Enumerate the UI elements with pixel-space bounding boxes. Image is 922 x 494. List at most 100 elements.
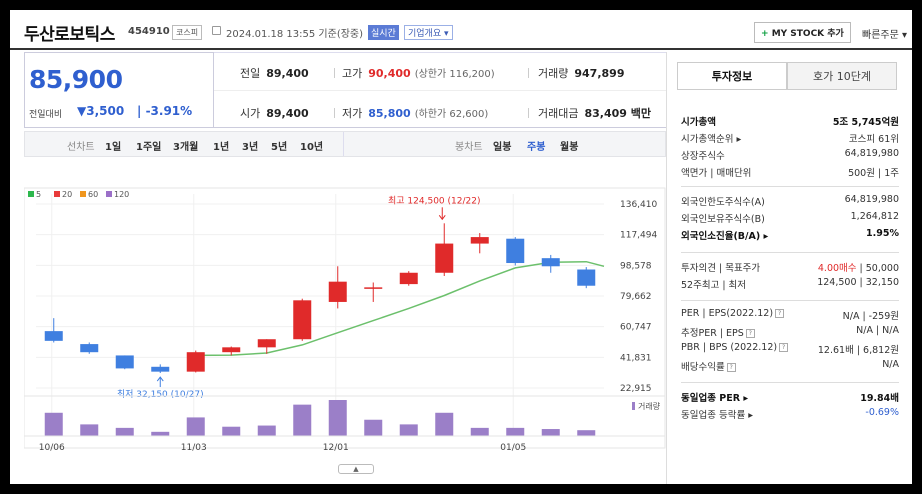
period-1d[interactable]: 1일 bbox=[105, 142, 122, 153]
candle-body bbox=[151, 366, 170, 372]
period-3m[interactable]: 3개월 bbox=[173, 142, 199, 153]
candle-body bbox=[257, 339, 276, 348]
realtime-button[interactable]: 실시간 bbox=[368, 25, 399, 40]
info-row: 배당수익률? N/A bbox=[681, 359, 899, 375]
volume-bar bbox=[328, 400, 347, 436]
volume-bar bbox=[222, 426, 241, 436]
info-row: PBR | BPS (2022.12)? 12.61배 | 6,812원 bbox=[681, 342, 899, 358]
y-tick-label: 60,747 bbox=[620, 323, 652, 333]
candle-body bbox=[115, 355, 134, 369]
x-tick-label: 01/05 bbox=[500, 443, 526, 453]
y-tick-label: 98,578 bbox=[620, 261, 652, 271]
info-row-label[interactable]: 동일업종 PER ▸ bbox=[681, 393, 749, 404]
info-row-label: 투자의견 | 목표주가 bbox=[681, 263, 761, 274]
candle-body bbox=[328, 281, 347, 302]
candle-body bbox=[44, 331, 63, 341]
info-row-value: 1.95% bbox=[866, 228, 899, 239]
info-row: 동일업종 등락률 ▸ -0.69% bbox=[681, 407, 899, 423]
candle-weekly[interactable]: 주봉 bbox=[527, 142, 546, 153]
info-row-value: 64,819,980 bbox=[844, 194, 899, 205]
price-stats: 전일 89,400 고가 90,400 (상한가 116,200) 거래량 947,89… bbox=[214, 52, 666, 128]
candle-body bbox=[293, 300, 312, 340]
quick-order-button[interactable]: 빠른주문 ▾ bbox=[862, 30, 907, 41]
info-row-value: 19.84배 bbox=[860, 393, 899, 404]
help-icon[interactable]: ? bbox=[779, 343, 789, 352]
quote-datetime: 2024.01.18 13:55 기준(장중) bbox=[226, 29, 364, 40]
stock-header: 두산로보틱스 454910 코스피 2024.01.18 13:55 기준(장중… bbox=[10, 10, 912, 50]
y-tick-label: 41,831 bbox=[620, 353, 652, 363]
info-row: PER | EPS(2022.12)? N/A | -259원 bbox=[681, 308, 899, 324]
volume-bar bbox=[399, 424, 418, 436]
period-10y[interactable]: 10년 bbox=[300, 142, 324, 153]
candle-body bbox=[541, 258, 560, 267]
info-row-label: 액면가 | 매매단위 bbox=[681, 168, 752, 179]
legend-label: 5 bbox=[36, 190, 41, 199]
info-row-label: PBR | BPS (2022.12)? bbox=[681, 342, 789, 353]
stock-name[interactable]: 두산로보틱스 bbox=[24, 25, 115, 45]
market-badge: 코스피 bbox=[172, 25, 203, 40]
info-row-label: PER | EPS(2022.12)? bbox=[681, 308, 785, 319]
tab-orderbook[interactable]: 호가 10단계 bbox=[787, 62, 897, 90]
legend-swatch bbox=[106, 191, 112, 197]
info-row-value: 코스피 61위 bbox=[848, 134, 899, 145]
candle-body bbox=[186, 352, 205, 372]
info-row-value: -0.69% bbox=[865, 407, 899, 418]
candle-daily[interactable]: 일봉 bbox=[493, 142, 512, 153]
volume-bar bbox=[44, 412, 63, 436]
invest-opinion: 4.00매수 bbox=[817, 263, 857, 274]
info-row-label[interactable]: 외국인소진율(B/A) ▸ bbox=[681, 231, 769, 242]
low-annotation: 최저 32,150 (10/27) bbox=[117, 389, 204, 400]
panel-divider bbox=[681, 186, 899, 187]
info-row: 외국인소진율(B/A) ▸ 1.95% bbox=[681, 228, 899, 244]
help-icon[interactable]: ? bbox=[745, 329, 755, 338]
diff-label: 전일대비 bbox=[29, 110, 63, 120]
plus-icon: + bbox=[761, 29, 769, 39]
x-tick-label: 12/01 bbox=[323, 443, 349, 453]
tab-invest-info[interactable]: 투자정보 bbox=[677, 62, 787, 90]
volume-bar bbox=[186, 417, 205, 436]
help-icon[interactable]: ? bbox=[775, 309, 785, 318]
info-row-value: N/A bbox=[882, 359, 899, 370]
info-row: 동일업종 PER ▸ 19.84배 bbox=[681, 390, 899, 406]
info-row-label[interactable]: 시가총액순위 ▸ bbox=[681, 134, 742, 145]
period-3y[interactable]: 3년 bbox=[242, 142, 259, 153]
down-arrow-icon: ▼ bbox=[77, 104, 87, 118]
info-row-value: N/A | -259원 bbox=[842, 311, 899, 322]
my-stock-add-button[interactable]: + MY STOCK 추가 bbox=[754, 22, 851, 43]
clock-icon bbox=[212, 26, 221, 35]
info-row-label[interactable]: 동일업종 등락률 ▸ bbox=[681, 410, 753, 421]
legend-swatch bbox=[54, 191, 60, 197]
candle-body bbox=[470, 237, 489, 244]
company-info-dropdown[interactable]: 기업개요 ▾ bbox=[404, 25, 453, 40]
info-row: 시가총액 5조 5,745억원 bbox=[681, 114, 899, 130]
info-row-label: 외국인한도주식수(A) bbox=[681, 197, 765, 208]
stat-amount: 거래대금 83,409 백만 bbox=[538, 107, 652, 120]
y-tick-label: 136,410 bbox=[620, 200, 657, 210]
stat-prev: 전일 89,400 bbox=[240, 67, 309, 80]
candle-chart-label: 봉차트 bbox=[455, 142, 483, 153]
period-bar: 선차트 1일 1주일 3개월 1년 3년 5년 10년 봉차트 일봉 주봉 월봉 bbox=[24, 131, 666, 157]
info-row-label: 상장주식수 bbox=[681, 151, 725, 162]
info-row-value: 5조 5,745억원 bbox=[832, 117, 899, 128]
legend-swatch bbox=[28, 191, 34, 197]
candle-body bbox=[435, 243, 454, 273]
info-row-value: 500원 | 1주 bbox=[848, 168, 899, 179]
info-row-label: 외국인보유주식수(B) bbox=[681, 214, 765, 225]
legend-label: 120 bbox=[114, 190, 129, 199]
period-1y[interactable]: 1년 bbox=[213, 142, 230, 153]
info-row-value: 4.00매수 | 50,000 bbox=[817, 263, 899, 274]
candle-monthly[interactable]: 월봉 bbox=[560, 142, 579, 153]
chart-expand-handle[interactable]: ▲ bbox=[338, 464, 374, 474]
period-1w[interactable]: 1주일 bbox=[136, 142, 162, 153]
price-chart[interactable]: 5 20 60 120 136,410 117,494 98,578 79,662 60,747… bbox=[24, 168, 666, 468]
legend-swatch bbox=[80, 191, 86, 197]
volume-bar bbox=[506, 427, 525, 436]
info-row: 시가총액순위 ▸ 코스피 61위 bbox=[681, 131, 899, 147]
stat-open: 시가 89,400 bbox=[240, 107, 309, 120]
period-5y[interactable]: 5년 bbox=[271, 142, 288, 153]
info-row: 추정PER | EPS? N/A | N/A bbox=[681, 325, 899, 341]
candle-body bbox=[399, 272, 418, 285]
help-icon[interactable]: ? bbox=[726, 363, 736, 372]
info-row: 외국인보유주식수(B) 1,264,812 bbox=[681, 211, 899, 227]
